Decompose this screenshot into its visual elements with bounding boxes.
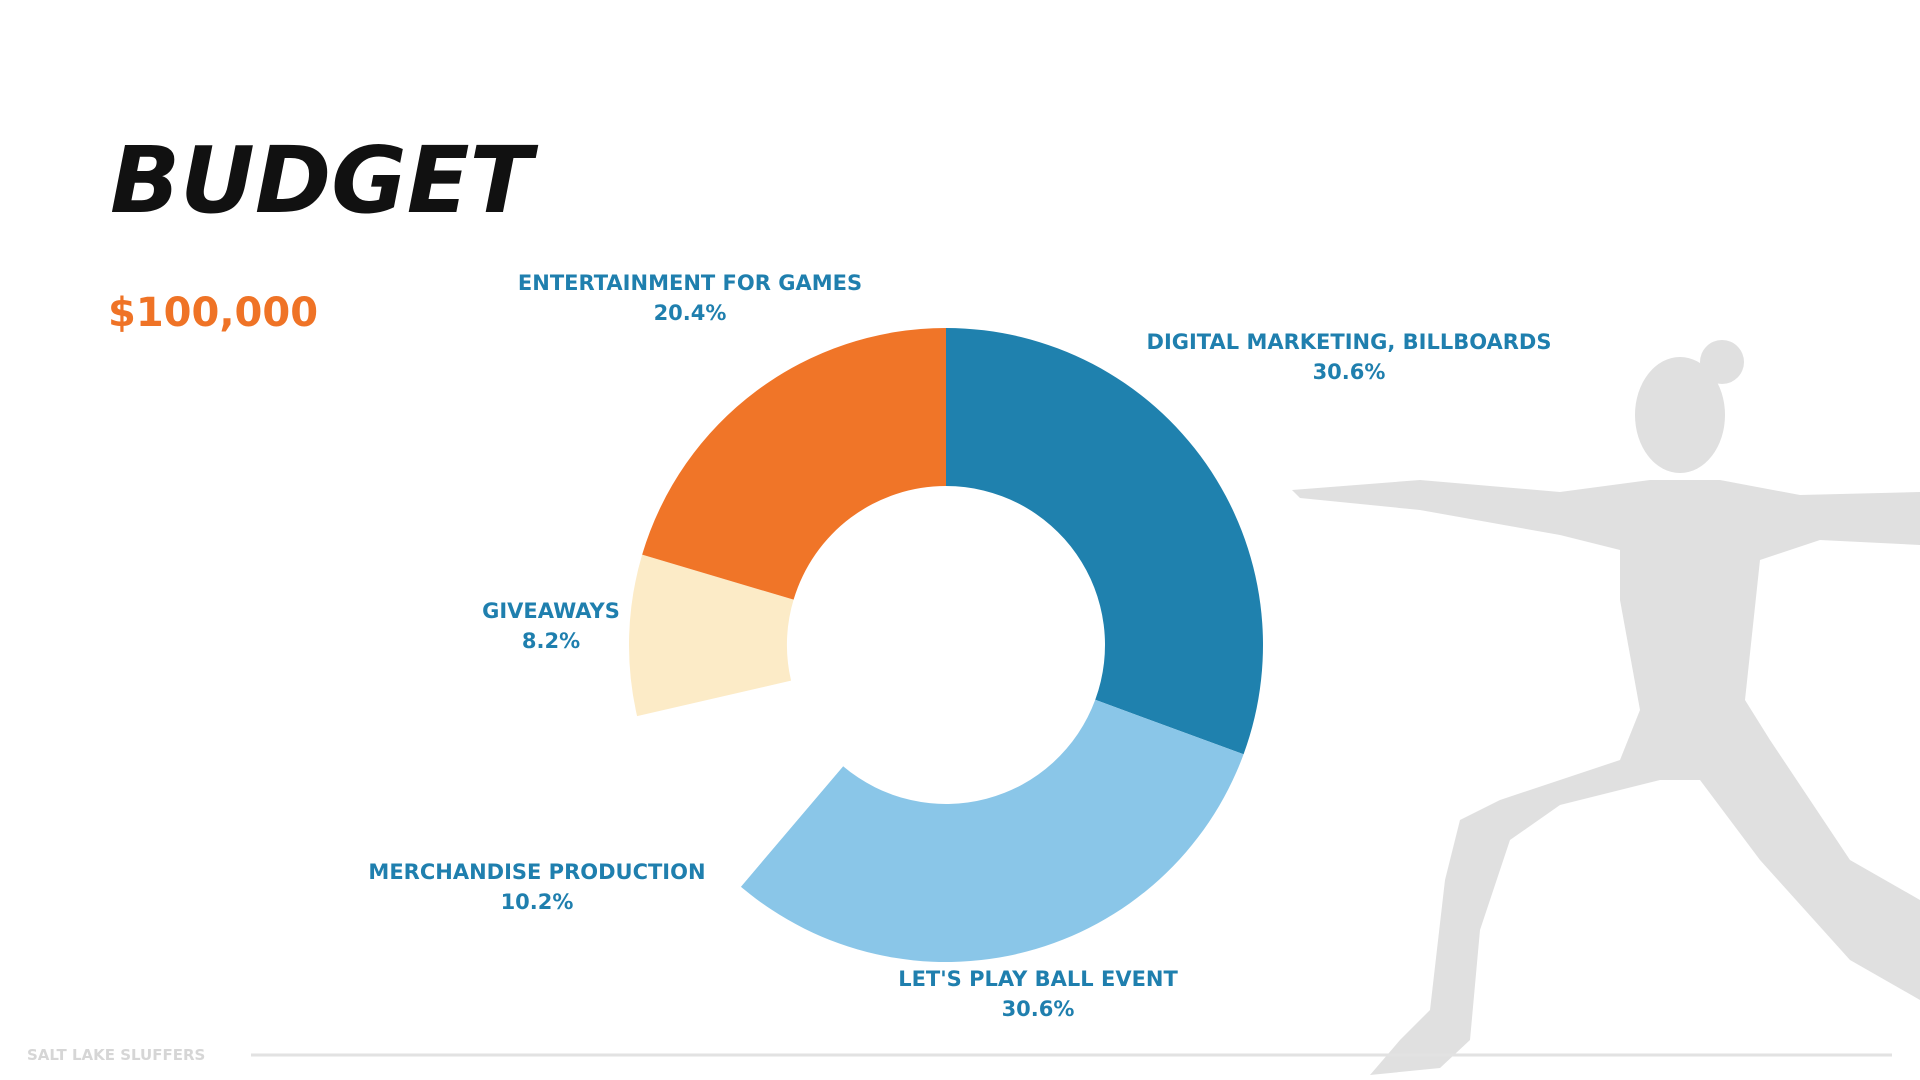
- footer-text: SALT LAKE SLUFFERS: [27, 1046, 205, 1064]
- slice-label: LET'S PLAY BALL EVENT: [898, 967, 1178, 991]
- slice-label: MERCHANDISE PRODUCTION: [368, 860, 705, 884]
- donut-slice: [629, 554, 794, 717]
- slice-label: ENTERTAINMENT FOR GAMES: [518, 271, 862, 295]
- slice-value-label: 10.2%: [501, 890, 574, 914]
- slice-label: GIVEAWAYS: [482, 599, 620, 623]
- donut-slice: [637, 680, 844, 887]
- slice-value-label: 30.6%: [1313, 360, 1386, 384]
- yoga-silhouette: [1292, 340, 1920, 1075]
- donut-slice: [946, 328, 1263, 755]
- slice-value-label: 30.6%: [1002, 997, 1075, 1021]
- slice-label: DIGITAL MARKETING, BILLBOARDS: [1147, 330, 1552, 354]
- budget-total: $100,000: [108, 290, 318, 336]
- donut-slice: [642, 328, 946, 600]
- slice-value-label: 8.2%: [522, 629, 580, 653]
- donut-slice: [740, 699, 1244, 963]
- slide-title: BUDGET: [110, 127, 539, 234]
- slice-value-label: 20.4%: [654, 301, 727, 325]
- donut-chart: DIGITAL MARKETING, BILLBOARDS 30.6% LET'S …: [368, 271, 1551, 1021]
